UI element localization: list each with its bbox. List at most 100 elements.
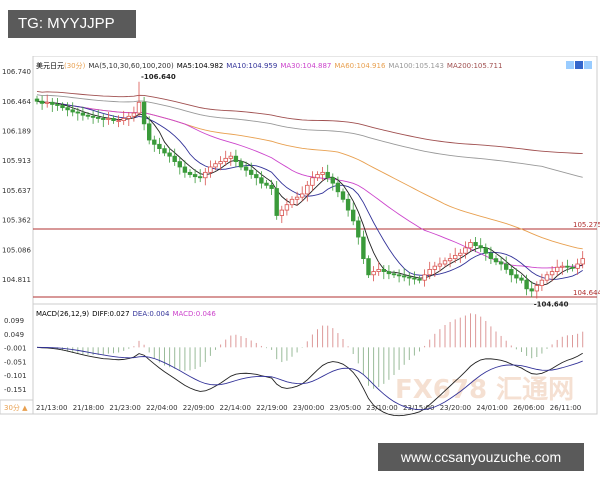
candle-body: [259, 177, 264, 184]
candle-body: [555, 266, 560, 272]
candle-body: [167, 152, 172, 157]
candle-body: [320, 171, 325, 175]
candle-body: [213, 163, 218, 168]
candle-body: [279, 209, 284, 216]
time-tick-label: 22/04:00: [146, 404, 177, 412]
candle-body: [284, 204, 290, 211]
candle-body: [254, 174, 259, 179]
candle-body: [524, 279, 529, 290]
candle-body: [544, 274, 550, 281]
candle-body: [101, 118, 106, 120]
candle-body: [325, 171, 330, 179]
candle-body: [381, 269, 386, 272]
time-tick-label: 23/00:00: [293, 404, 324, 412]
period-button[interactable]: [0, 399, 34, 415]
candle-body: [488, 252, 494, 260]
candle-body: [50, 101, 55, 105]
time-tick-label: 21/13:00: [36, 404, 67, 412]
price-tick-label: 106.740: [2, 68, 31, 76]
candle-body: [422, 274, 427, 281]
candle-body: [233, 155, 239, 162]
site-watermark: www.ccsanyouzuche.com: [378, 443, 584, 471]
candle-body: [575, 263, 580, 269]
candle-body: [243, 166, 249, 171]
price-tick-label: 105.362: [2, 217, 31, 225]
macd-tick-label: 0.099: [4, 317, 24, 325]
candle-body: [401, 275, 407, 278]
candle-body: [340, 191, 346, 200]
ma60-value: MA60:104.916: [334, 62, 386, 70]
candle-body: [269, 184, 274, 189]
candle-body: [208, 166, 213, 173]
candle-body: [417, 278, 422, 281]
macd-value: MACD:0.046: [172, 310, 216, 318]
period-button-label[interactable]: 30分 ▲: [4, 403, 28, 412]
ma200-value: MA200:105.711: [447, 62, 503, 70]
ma5-value: MA5:104.982: [177, 62, 224, 70]
ma100-line: [36, 94, 583, 178]
candle-body: [34, 98, 40, 102]
time-tick-label: 23/15:00: [403, 404, 434, 412]
candle-body: [172, 155, 177, 162]
candle-body: [294, 196, 300, 200]
time-tick-label: 23/20:00: [440, 404, 471, 412]
macd-tick-label: 0.049: [4, 331, 24, 339]
price-tick-label: 106.464: [2, 98, 31, 106]
macd-tick-label: -0.151: [4, 386, 27, 394]
candle-body: [458, 252, 463, 256]
candle-body: [371, 271, 376, 276]
fx678-logo: FX678 汇通网: [395, 375, 574, 405]
candle-body: [126, 115, 131, 119]
candle-body: [116, 120, 121, 123]
channel-label: TG: MYYJJPP: [8, 10, 136, 38]
candle-body: [478, 245, 483, 249]
candle-body: [289, 198, 295, 206]
candle-body: [407, 276, 412, 279]
chart-control-button[interactable]: [584, 61, 592, 69]
candle-body: [157, 143, 162, 150]
time-tick-label: 23/05:00: [330, 404, 361, 412]
candle-body: [60, 105, 65, 109]
candle-body: [131, 112, 137, 117]
ma5-line: [36, 100, 583, 286]
candle-body: [330, 177, 335, 184]
candle-body: [498, 261, 504, 265]
candle-body: [396, 274, 402, 277]
time-tick-label: 24/01:00: [476, 404, 507, 412]
hline-label: 104.644: [573, 289, 600, 297]
time-tick-label: 21/18:00: [73, 404, 104, 412]
candle-body: [70, 109, 75, 113]
time-tick-label: 26/11:00: [550, 404, 581, 412]
candle-body: [305, 184, 310, 195]
diff-line: [36, 346, 583, 417]
candle-body: [299, 193, 305, 198]
macd-header: MACD(26,12,9) DIFF:0.027 DEA:0.004 MACD:0.0…: [36, 310, 216, 318]
ma10-value: MA10:104.959: [226, 62, 277, 70]
symbol: 美元日元: [36, 61, 64, 70]
candle-body: [376, 269, 381, 272]
period: (30分): [64, 61, 86, 70]
chart-control-button[interactable]: [566, 61, 574, 69]
price-tick-label: 105.086: [2, 246, 31, 254]
candle-body: [437, 263, 443, 267]
candle-body: [39, 100, 45, 104]
candle-body: [238, 161, 244, 168]
candle-body: [106, 118, 111, 120]
candle-body: [519, 277, 524, 281]
time-tick-label: 21/23:00: [109, 404, 140, 412]
macd-label: MACD(26,12,9): [36, 310, 89, 318]
price-tick-label: 104.811: [2, 276, 31, 284]
candle-body: [264, 182, 269, 186]
candle-body: [182, 166, 188, 173]
price-tick-label: 105.913: [2, 157, 31, 165]
candle-body: [391, 273, 397, 276]
diff-value: DIFF:0.027: [92, 310, 129, 318]
candle-body: [85, 114, 91, 117]
candle-body: [80, 112, 86, 116]
price-tick-label: 106.189: [2, 127, 31, 135]
candle-body: [177, 161, 182, 168]
chart-controls: [566, 61, 592, 69]
ma200-line: [36, 91, 583, 154]
chart-control-button[interactable]: [575, 61, 583, 69]
time-tick-label: 26/06:00: [513, 404, 544, 412]
